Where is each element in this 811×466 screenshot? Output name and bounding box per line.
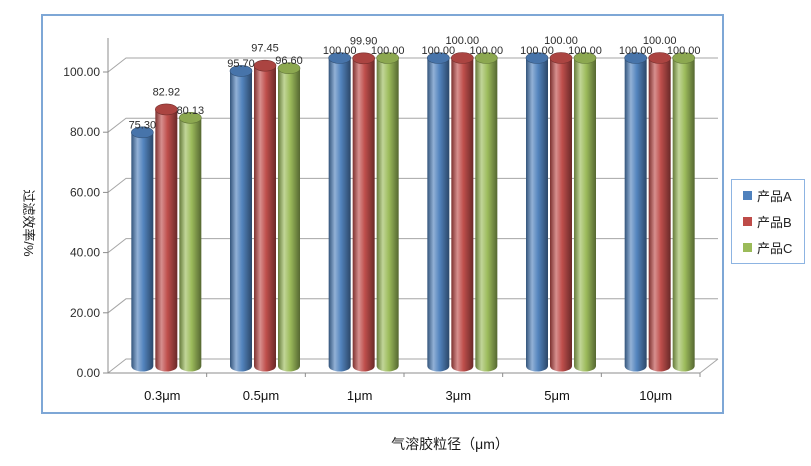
data-label: 75.30 [129,119,157,131]
bar-cylinder-top [328,52,351,64]
bar-cylinder-body [648,58,671,372]
data-label: 100.00 [470,45,504,57]
bar-cylinder-body [179,117,202,372]
legend-item-product-b: 产品B [743,212,802,231]
y-tick-label: 60.00 [70,185,100,199]
gridline [107,57,718,73]
bar-cylinder-body [624,58,647,372]
bar-cylinder-body [328,58,351,372]
bar-cylinder-top [573,52,597,64]
y-tick-label: 0.00 [77,366,101,380]
category-label: 3μm [446,388,472,403]
y-tick-label: 20.00 [70,306,100,320]
legend-item-product-a: 产品A [743,186,802,205]
category-label: 0.5μm [243,388,279,403]
bar-cylinder-top [451,52,474,64]
data-label: 82.92 [153,86,181,98]
bar-cylinder-top [624,52,647,64]
bar-cylinder-body [131,132,154,372]
bar-cylinder-top [549,52,573,64]
category-label: 1μm [347,388,373,403]
y-axis-title: 过滤效率/% [21,189,36,257]
category-label: 5μm [544,388,570,403]
bar-cylinder-top [277,62,301,75]
legend-label-product-c: 产品C [757,240,793,256]
category-label: 0.3μm [144,388,180,403]
bar-cylinder-top [179,112,202,124]
data-label: 100.00 [371,45,405,57]
bar-cylinder-body [352,58,375,372]
bar-cylinder-body [254,65,276,372]
legend-item-product-c: 产品C [743,238,802,257]
legend-label-product-a: 产品A [757,189,792,205]
data-label: 96.60 [275,55,303,67]
data-label: 80.13 [177,105,205,117]
data-label: 100.00 [520,45,554,57]
bar-cylinder-body [427,58,450,372]
bar-cylinder-top [253,59,277,72]
bar-cylinder-top [427,52,450,64]
data-label: 100.00 [544,35,578,47]
legend-swatch-product-c [743,242,752,252]
bar-cylinder-body [526,58,548,372]
data-label: 95.70 [227,58,255,70]
bar-cylinder-body [574,58,596,372]
legend: 产品A 产品B 产品C [731,179,805,264]
floor-edge [699,358,719,374]
gridline [107,238,718,253]
data-label: 100.00 [446,35,480,47]
bar-cylinder-top [352,52,375,65]
bar-cylinder-body [230,70,252,372]
data-label: 100.00 [619,45,653,57]
gridline [107,177,718,193]
bar-cylinder-top [131,126,154,139]
data-label: 97.45 [251,43,279,55]
bar-cylinder-top [672,52,695,64]
bar-cylinder-top [376,52,399,64]
y-tick-label: 40.00 [70,246,100,260]
data-label: 100.00 [568,45,602,57]
y-tick-label: 100.00 [63,65,100,79]
bar-cylinder-body [376,58,399,372]
bar-cylinder-body [278,68,300,372]
bar-cylinder-top [229,65,253,77]
bar-cylinder-body [550,58,572,372]
data-label: 100.00 [422,45,456,57]
gridline [107,358,718,374]
gridline [107,298,718,314]
bar-cylinder-top [648,52,671,64]
category-label: 10μm [639,388,672,403]
data-label: 100.00 [667,45,701,57]
bar-cylinder-top [155,103,178,116]
data-label: 100.00 [323,45,357,57]
legend-label-product-b: 产品B [757,214,792,230]
bar-cylinder-body [672,58,695,372]
bar-cylinder-body [475,58,498,372]
legend-swatch-product-b [743,216,752,226]
bar-cylinder-top [475,52,498,64]
x-axis-title: 气溶胶粒径（μm） [391,436,509,452]
bar-cylinder-top [525,52,549,64]
y-tick-label: 80.00 [70,125,100,139]
data-label: 100.00 [643,35,677,47]
bar-cylinder-body [155,109,178,372]
legend-swatch-product-a [743,191,752,201]
bar-cylinder-body [451,58,474,372]
data-label: 99.90 [350,35,378,47]
gridline [107,117,718,133]
